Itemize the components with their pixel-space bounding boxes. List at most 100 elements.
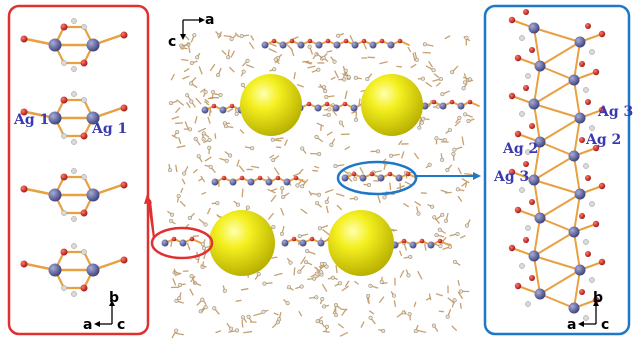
silver-atom — [332, 104, 340, 112]
carbon-atom — [519, 187, 525, 193]
carbon-atom — [303, 260, 309, 265]
oxygen-atom — [529, 123, 535, 129]
oxygen-atom — [309, 236, 315, 242]
ligand-bond — [401, 151, 405, 159]
ligand-bond — [433, 73, 440, 78]
ligand-bond — [178, 137, 182, 145]
carbon-atom — [346, 74, 351, 80]
ligand-bond — [399, 270, 405, 278]
right-axis-triad: b a c — [567, 290, 609, 333]
ligand-bond — [428, 293, 432, 301]
ligand-bond — [197, 127, 207, 133]
oxygen-atom — [307, 38, 313, 44]
ligand-bond — [171, 115, 180, 120]
carbon-atom — [333, 164, 338, 169]
carbon-atom — [445, 314, 450, 319]
carbon-atom — [228, 153, 233, 158]
carbon-atom — [320, 297, 325, 302]
carbon-atom — [177, 296, 182, 301]
oxygen-atom — [80, 132, 88, 140]
bond — [539, 117, 581, 143]
oxygen-atom — [437, 238, 443, 244]
oxygen-atom — [271, 38, 277, 44]
ligand-bond — [457, 291, 464, 300]
ligand-bond — [200, 88, 206, 93]
oxygen-atom — [592, 144, 600, 152]
silver-atom — [568, 226, 580, 238]
ligand-bond — [344, 280, 350, 287]
ligand-bond — [308, 190, 312, 196]
silver-atom — [528, 22, 540, 34]
carbon-atom — [388, 153, 394, 158]
ligand-bond — [464, 181, 468, 188]
carbon-atom — [314, 271, 319, 276]
oxygen-atom — [293, 175, 299, 181]
carbon-atom — [174, 328, 179, 333]
ligand-bond — [389, 182, 392, 191]
silver-atom — [534, 60, 546, 72]
carbon-atom — [525, 149, 531, 155]
carbon-atom — [271, 224, 276, 230]
bond — [533, 141, 541, 181]
ligand-bond — [243, 330, 253, 334]
oxygen-atom — [508, 16, 516, 24]
carbon-atom — [353, 117, 359, 122]
carbon-atom — [435, 104, 440, 109]
carbon-atom — [336, 33, 341, 38]
silver-atom — [201, 106, 209, 114]
oxygen-atom — [508, 244, 516, 252]
ligand-bond — [451, 325, 458, 332]
carbon-atom — [464, 223, 470, 228]
ligand-bond — [209, 63, 216, 72]
carbon-atom — [421, 116, 426, 121]
carbon-atom — [342, 77, 347, 82]
carbon-atom — [81, 24, 87, 30]
ligand-bond — [399, 250, 403, 257]
ligand-bond — [454, 120, 461, 127]
ag2-label-right: Ag 2 — [585, 132, 621, 148]
bond — [533, 27, 541, 67]
carbon-atom — [414, 57, 419, 62]
carbon-atom — [319, 270, 324, 275]
ligand-bond — [363, 42, 367, 50]
bond — [533, 255, 541, 295]
ligand-bond — [267, 188, 276, 194]
carbon-atom — [218, 92, 223, 98]
ligand-bond — [463, 73, 468, 82]
oxygen-atom — [239, 175, 245, 181]
bond — [533, 179, 581, 195]
ligand-bond — [217, 31, 223, 39]
ligand-bond — [413, 152, 420, 160]
carbon-atom — [178, 282, 183, 287]
oxygen-atom — [80, 59, 88, 67]
oxygen-atom — [369, 171, 375, 177]
carbon-atom — [71, 168, 77, 174]
silver-atom — [574, 264, 586, 276]
carbon-atom — [203, 89, 208, 95]
bond — [533, 65, 541, 105]
silver-atom — [387, 41, 395, 49]
oxygen-atom — [342, 101, 348, 107]
ligand-bond — [180, 47, 188, 50]
ligand-bond — [290, 48, 295, 57]
carbon-atom — [324, 94, 329, 99]
ligand-bond — [234, 32, 240, 38]
oxygen-atom — [467, 99, 473, 105]
carbon-atom — [170, 212, 175, 217]
ligand-bond — [186, 102, 191, 109]
carbon-atom — [317, 151, 322, 157]
carbon-atom — [71, 139, 77, 145]
pore-sphere-bottom-left — [209, 210, 275, 276]
ligand-bond — [180, 187, 184, 193]
carbon-atom — [81, 97, 87, 103]
silver-atom — [457, 102, 465, 110]
oxygen-atom — [401, 238, 407, 244]
carbon-atom — [319, 320, 324, 325]
carbon-atom — [445, 167, 450, 173]
oxygen-atom — [598, 30, 606, 38]
carbon-atom — [245, 58, 250, 63]
oxygen-atom — [229, 103, 235, 109]
oxygen-atom — [379, 38, 385, 44]
carbon-atom — [316, 67, 321, 72]
left-axis-c-label: c — [117, 317, 125, 333]
